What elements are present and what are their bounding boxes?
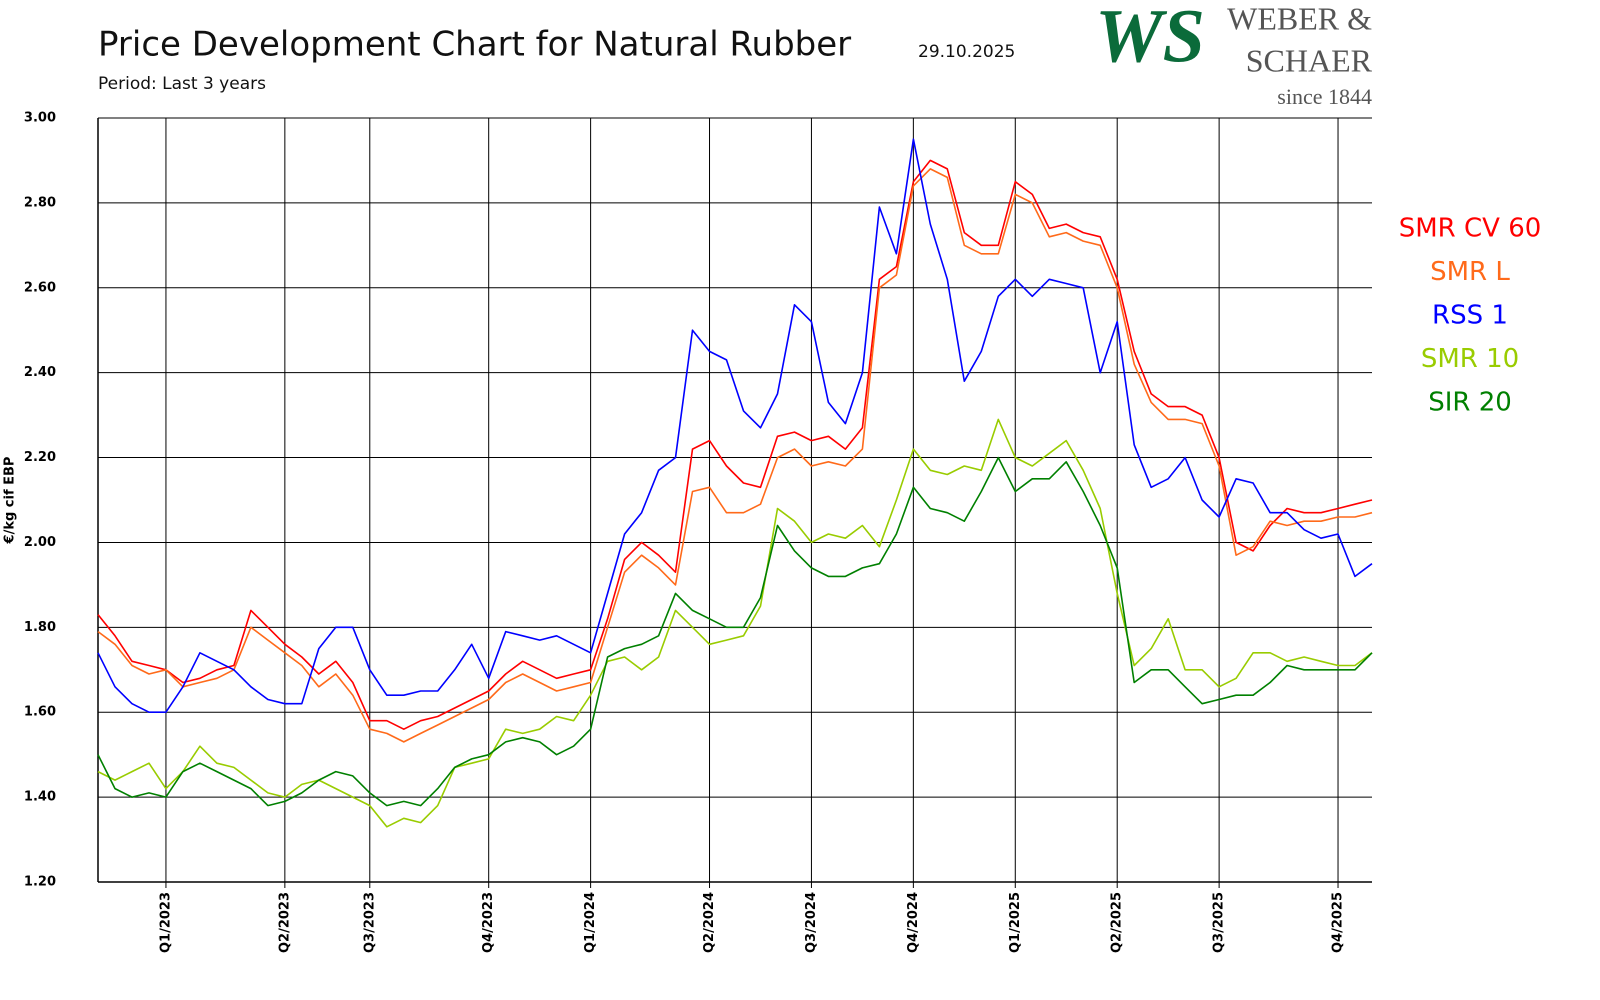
logo-text: SCHAER: [1246, 42, 1373, 78]
x-tick-label: Q4/2023: [481, 892, 496, 953]
chart-title: Price Development Chart for Natural Rubb…: [98, 25, 851, 65]
chart-date: 29.10.2025: [918, 42, 1015, 62]
y-tick-label: 3.00: [24, 111, 56, 126]
x-tick-label: Q3/2024: [804, 892, 819, 953]
x-tick-label: Q1/2025: [1008, 892, 1023, 953]
logo-text: since 1844: [1277, 84, 1372, 109]
chart-subtitle: Period: Last 3 years: [98, 74, 266, 94]
legend-entry: SMR L: [1430, 257, 1510, 287]
logo-text: WEBER &: [1227, 0, 1372, 36]
y-tick-label: 2.00: [24, 535, 56, 550]
x-tick-label: Q2/2023: [277, 892, 292, 953]
x-tick-label: Q3/2025: [1212, 892, 1227, 953]
x-tick-label: Q1/2024: [583, 892, 598, 953]
y-tick-label: 2.20: [24, 450, 56, 465]
y-tick-label: 2.80: [24, 195, 56, 210]
x-tick-label: Q2/2024: [702, 892, 717, 953]
legend-entry: SIR 20: [1428, 388, 1512, 418]
x-tick-label: Q3/2023: [362, 892, 377, 953]
y-tick-label: 1.60: [24, 705, 56, 720]
series-line: [97, 138, 1373, 713]
legend-entry: SMR CV 60: [1399, 214, 1542, 244]
series-line: [97, 159, 1373, 730]
series-line: [97, 418, 1373, 828]
y-axis-label: €/kg cif EBP: [3, 457, 18, 545]
y-tick-label: 1.20: [24, 875, 56, 890]
x-tick-label: Q1/2023: [158, 892, 173, 953]
y-tick-label: 2.60: [24, 280, 56, 295]
y-tick-label: 1.80: [24, 620, 56, 635]
x-tick-label: Q4/2024: [906, 892, 921, 953]
logo-mark: WS: [1095, 0, 1205, 78]
legend-entry: RSS 1: [1432, 301, 1508, 331]
x-tick-label: Q2/2025: [1110, 892, 1125, 953]
legend-entry: SMR 10: [1421, 344, 1519, 374]
y-tick-label: 1.40: [24, 790, 56, 805]
x-tick-label: Q4/2025: [1331, 892, 1346, 953]
series-line: [97, 456, 1373, 807]
y-tick-label: 2.40: [24, 365, 56, 380]
